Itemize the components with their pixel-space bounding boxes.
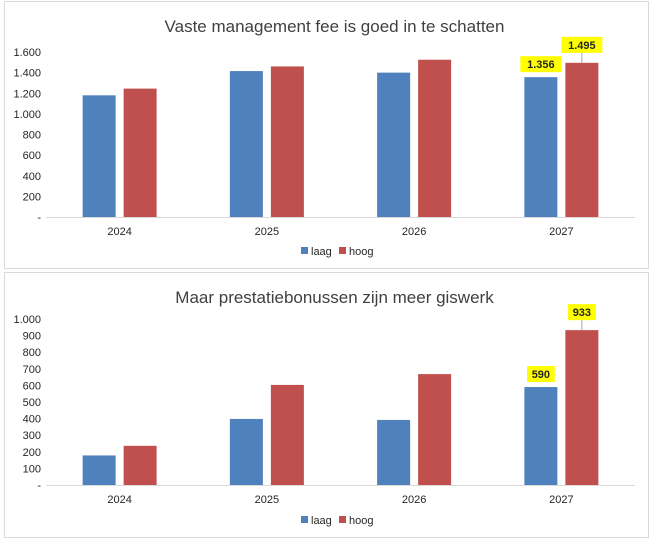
data-label-bg: [526, 366, 555, 383]
y-tick-label: 200: [23, 191, 41, 203]
y-tick-label: 400: [23, 414, 41, 426]
x-tick-label: 2027: [549, 494, 573, 506]
y-tick-label: 200: [23, 447, 41, 459]
x-tick-label: 2027: [549, 226, 573, 238]
x-tick-label: 2024: [107, 226, 131, 238]
bar-laag-2027: [524, 387, 558, 485]
bar-laag-2025: [229, 71, 263, 217]
bar-hoog-2025: [270, 66, 304, 217]
y-tick-label: 1.200: [13, 88, 41, 100]
bar-hoog-2026: [418, 59, 452, 217]
y-tick-label: 100: [23, 463, 41, 475]
x-tick-label: 2025: [255, 494, 279, 506]
x-tick-label: 2024: [107, 494, 131, 506]
y-tick-label: 600: [23, 380, 41, 392]
data-label: 590: [532, 369, 550, 381]
bar-hoog-2026: [418, 374, 452, 485]
legend-swatch-hoog: [339, 516, 346, 523]
y-tick-label: 800: [23, 130, 41, 142]
y-tick-label: 800: [23, 347, 41, 359]
y-tick-label: 300: [23, 430, 41, 442]
y-tick-label: 400: [23, 171, 41, 183]
bar-hoog-2024: [123, 445, 157, 485]
y-tick-label: 500: [23, 397, 41, 409]
data-label: 1.356: [527, 59, 555, 71]
data-label-bg: [520, 56, 562, 73]
x-tick-label: 2025: [255, 226, 279, 238]
chart-management-fee: Vaste management fee is goed in te schat…: [13, 17, 635, 258]
y-tick-label: 600: [23, 150, 41, 162]
y-tick-label: 1.000: [13, 314, 41, 326]
bar-laag-2024: [82, 455, 116, 485]
legend-swatch-hoog: [339, 247, 346, 254]
legend-label-hoog: hoog: [349, 246, 373, 258]
chart-panel-prestatiebonussen: Maar prestatiebonussen zijn meer giswerk…: [4, 272, 649, 538]
bar-laag-2025: [229, 418, 263, 485]
y-tick-label: -: [37, 480, 41, 492]
legend-label-laag: laag: [311, 246, 332, 258]
chart-title: Maar prestatiebonussen zijn meer giswerk: [175, 288, 494, 307]
bar-laag-2024: [82, 95, 116, 217]
bar-hoog-2024: [123, 88, 157, 217]
chart-title: Vaste management fee is goed in te schat…: [165, 17, 505, 36]
data-label-bg: [567, 304, 596, 321]
bar-hoog-2027: [565, 330, 599, 485]
y-tick-label: 1.400: [13, 68, 41, 80]
legend-label-laag: laag: [311, 515, 332, 527]
legend-swatch-laag: [301, 247, 308, 254]
bar-laag-2026: [377, 72, 411, 217]
y-tick-label: 700: [23, 364, 41, 376]
bar-hoog-2027: [565, 62, 599, 217]
legend-swatch-laag: [301, 516, 308, 523]
chart-prestatiebonussen: Maar prestatiebonussen zijn meer giswerk…: [13, 288, 635, 527]
legend-label-hoog: hoog: [349, 515, 373, 527]
bar-laag-2026: [377, 419, 411, 485]
y-tick-label: 900: [23, 331, 41, 343]
bar-laag-2027: [524, 77, 558, 217]
chart-panel-management-fee: Vaste management fee is goed in te schat…: [4, 1, 649, 269]
x-tick-label: 2026: [402, 226, 426, 238]
data-label: 1.495: [568, 40, 596, 52]
data-label-bg: [561, 36, 603, 53]
x-tick-label: 2026: [402, 494, 426, 506]
y-tick-label: -: [37, 212, 41, 224]
y-tick-label: 1.000: [13, 109, 41, 121]
bar-hoog-2025: [270, 384, 304, 485]
y-tick-label: 1.600: [13, 47, 41, 59]
data-label: 933: [573, 307, 591, 319]
